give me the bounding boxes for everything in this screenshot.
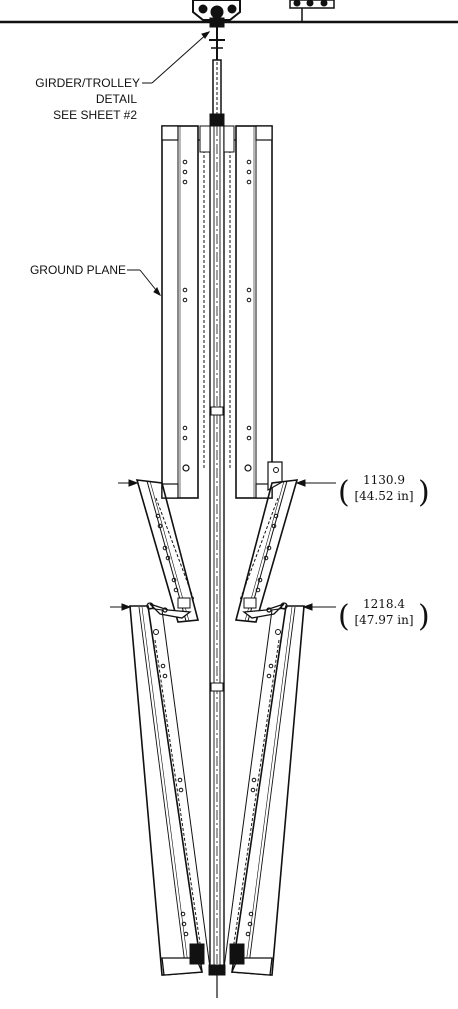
girder-trolley-callout-line1: GIRDER/TROLLEY (35, 76, 140, 90)
girder-trolley-callout-line2: DETAIL (96, 92, 137, 106)
middle-right-panel (234, 479, 299, 623)
dim-2-imperial: [47.97 in] (354, 613, 413, 627)
dim-2-metric: 1218.4 (363, 597, 405, 611)
upper-panel-bolts (182, 159, 252, 472)
dim-1-imperial: [44.52 in] (354, 489, 413, 503)
callout-leaders (127, 31, 211, 297)
dim-2-close-paren: ) (418, 599, 430, 634)
dim-1-close-paren: ) (418, 475, 430, 510)
girder-trolley-callout-line3: SEE SHEET #2 (53, 108, 137, 122)
trolley-assembly (192, 0, 241, 127)
middle-left-panel (135, 479, 200, 623)
hinge-brackets (146, 602, 288, 619)
dim-1-metric: 1130.9 (363, 473, 405, 487)
lower-right-panel (223, 605, 305, 976)
dim-1-open-paren: ( (338, 475, 350, 510)
dim-2-open-paren: ( (338, 599, 350, 634)
dimension-2-arrows (110, 603, 336, 611)
upper-left-panel (161, 125, 211, 499)
girder-rail (0, 0, 458, 24)
dimension-1-arrows (118, 479, 336, 487)
lower-left-panel (129, 605, 211, 976)
central-mast (208, 126, 226, 998)
upper-right-panel (223, 125, 283, 499)
ground-plane-callout: GROUND PLANE (30, 263, 126, 277)
